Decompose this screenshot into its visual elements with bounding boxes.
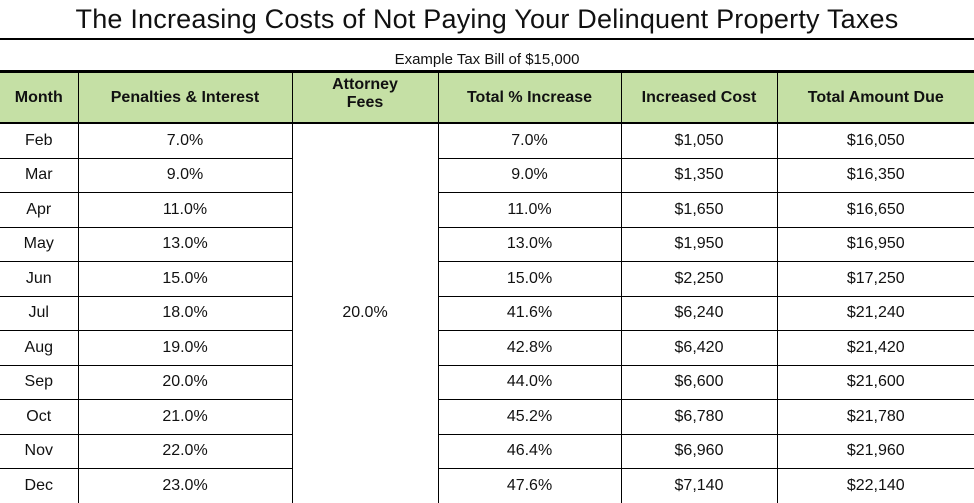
cell-attorney-fees [291, 123, 439, 158]
cell-increased-cost: $6,240 [620, 295, 778, 331]
cell-increased-cost: $6,600 [620, 364, 778, 400]
cell-attorney-fees [291, 330, 439, 365]
cell-month: Mar [0, 157, 79, 193]
cell-penalties: 20.0% [77, 364, 293, 400]
cell-penalties: 15.0% [77, 261, 293, 297]
table-header-row: Month Penalties & Interest Attorney Fees… [0, 72, 974, 124]
cell-total-due: $21,960 [776, 433, 974, 469]
cell-attorney-fees [291, 227, 439, 262]
cell-total-due: $16,350 [776, 157, 974, 193]
cell-total-due: $16,650 [776, 192, 974, 228]
cell-month: Apr [0, 192, 79, 228]
cell-attorney-fees [291, 158, 439, 193]
table-row: May 13.0% 13.0% $1,950 $16,950 [0, 226, 974, 262]
cell-total-percent: 47.6% [437, 468, 622, 503]
column-header-penalties: Penalties & Interest [77, 72, 293, 124]
cell-increased-cost: $7,140 [620, 468, 778, 503]
cell-month: Dec [0, 468, 79, 503]
cell-total-percent: 46.4% [437, 433, 622, 469]
cell-increased-cost: $6,960 [620, 433, 778, 469]
cell-month: Feb [0, 122, 79, 159]
cell-total-percent: 15.0% [437, 261, 622, 297]
cell-attorney-fees: 20.0% [291, 296, 439, 331]
tax-cost-table: Month Penalties & Interest Attorney Fees… [0, 72, 974, 503]
cell-attorney-fees [291, 261, 439, 296]
table-row: Jun 15.0% 15.0% $2,250 $17,250 [0, 261, 974, 297]
cell-month: Aug [0, 330, 79, 366]
column-header-total-due: Total Amount Due [776, 72, 974, 124]
cell-month: Jun [0, 261, 79, 297]
page-title: The Increasing Costs of Not Paying Your … [0, 0, 974, 40]
cell-penalties: 18.0% [77, 295, 293, 331]
cell-attorney-fees [291, 192, 439, 227]
cell-total-percent: 42.8% [437, 330, 622, 366]
cell-total-percent: 41.6% [437, 295, 622, 331]
table-row: Jul 18.0% 20.0% 41.6% $6,240 $21,240 [0, 295, 974, 331]
cell-increased-cost: $1,650 [620, 192, 778, 228]
cell-total-due: $22,140 [776, 468, 974, 503]
table-row: Nov 22.0% 46.4% $6,960 $21,960 [0, 433, 974, 469]
cell-penalties: 23.0% [77, 468, 293, 503]
table-row: Sep 20.0% 44.0% $6,600 $21,600 [0, 364, 974, 400]
cell-total-due: $16,050 [776, 122, 974, 159]
table-row: Aug 19.0% 42.8% $6,420 $21,420 [0, 330, 974, 366]
cell-increased-cost: $1,050 [620, 122, 778, 159]
column-header-attorney-fees: Attorney Fees [291, 72, 439, 124]
cell-increased-cost: $6,420 [620, 330, 778, 366]
cell-attorney-fees [291, 365, 439, 400]
cell-penalties: 19.0% [77, 330, 293, 366]
cell-month: Jul [0, 295, 79, 331]
cell-total-percent: 45.2% [437, 399, 622, 435]
cell-total-due: $17,250 [776, 261, 974, 297]
cell-total-due: $21,420 [776, 330, 974, 366]
column-header-month: Month [0, 72, 79, 124]
cell-penalties: 13.0% [77, 226, 293, 262]
table-row: Feb 7.0% 7.0% $1,050 $16,050 [0, 122, 974, 159]
cell-increased-cost: $2,250 [620, 261, 778, 297]
cell-total-due: $21,240 [776, 295, 974, 331]
column-header-total-percent: Total % Increase [437, 72, 622, 124]
cell-total-due: $21,780 [776, 399, 974, 435]
page-subtitle: Example Tax Bill of $15,000 [0, 40, 974, 72]
cell-total-percent: 13.0% [437, 226, 622, 262]
table-row: Apr 11.0% 11.0% $1,650 $16,650 [0, 192, 974, 228]
cell-attorney-fees [291, 434, 439, 469]
cell-month: Sep [0, 364, 79, 400]
cell-attorney-fees [291, 468, 439, 503]
table-row: Oct 21.0% 45.2% $6,780 $21,780 [0, 399, 974, 435]
cell-penalties: 9.0% [77, 157, 293, 193]
cell-increased-cost: $1,350 [620, 157, 778, 193]
cell-penalties: 11.0% [77, 192, 293, 228]
cell-total-percent: 9.0% [437, 157, 622, 193]
cell-attorney-fees [291, 399, 439, 434]
cell-month: Nov [0, 433, 79, 469]
cell-total-due: $21,600 [776, 364, 974, 400]
cell-total-percent: 11.0% [437, 192, 622, 228]
cell-penalties: 7.0% [77, 122, 293, 159]
table-row: Mar 9.0% 9.0% $1,350 $16,350 [0, 157, 974, 193]
cell-total-percent: 7.0% [437, 122, 622, 159]
cell-total-due: $16,950 [776, 226, 974, 262]
cell-penalties: 22.0% [77, 433, 293, 469]
cell-total-percent: 44.0% [437, 364, 622, 400]
cell-month: May [0, 226, 79, 262]
cell-penalties: 21.0% [77, 399, 293, 435]
cell-increased-cost: $6,780 [620, 399, 778, 435]
column-header-increased-cost: Increased Cost [620, 72, 778, 124]
cell-month: Oct [0, 399, 79, 435]
table-body: Feb 7.0% 7.0% $1,050 $16,050 Mar 9.0% 9.0% $1,35… [0, 122, 974, 503]
table-row: Dec 23.0% 47.6% $7,140 $22,140 [0, 468, 974, 503]
cell-increased-cost: $1,950 [620, 226, 778, 262]
